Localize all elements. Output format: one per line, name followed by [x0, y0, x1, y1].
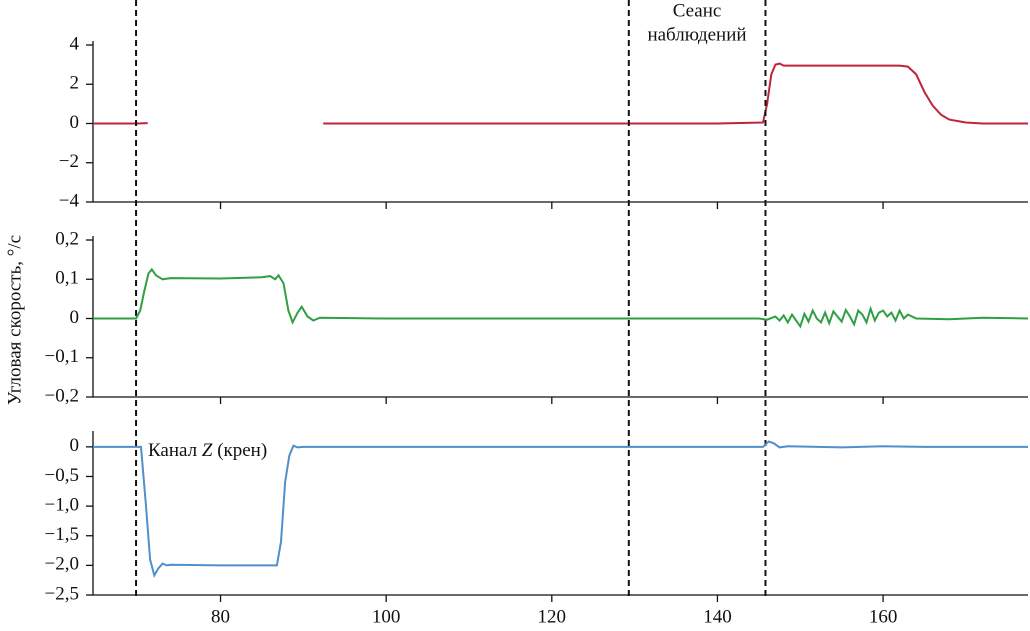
x-tick-label: 100 — [372, 606, 401, 627]
annotation: Сеанс — [673, 0, 722, 21]
y-tick-label: −1,0 — [45, 494, 79, 515]
data-line — [93, 62, 1028, 125]
y-tick-label: −4 — [59, 190, 80, 211]
y-tick-label: −2,0 — [45, 554, 79, 575]
data-line — [93, 267, 1029, 329]
y-tick-label: 2 — [70, 73, 80, 94]
annotation-part: Канал — [148, 440, 202, 461]
x-tick-label: 120 — [538, 606, 567, 627]
annotation: наблюдений — [647, 24, 746, 45]
x-tick-label: 140 — [703, 606, 732, 627]
y-tick-label: −0,5 — [45, 465, 79, 486]
y-tick-label: 0 — [70, 112, 80, 133]
y-tick-label: 0 — [70, 435, 80, 456]
y-tick-label: 0,1 — [55, 268, 79, 289]
annotation-part: Z — [202, 440, 213, 461]
y-tick-label: −2 — [59, 151, 79, 172]
data-line — [93, 440, 1028, 579]
y-tick-label: −1,5 — [45, 524, 79, 545]
y-tick-label: 0 — [70, 307, 80, 328]
annotation: Канал Z (крен) — [148, 440, 267, 461]
y-tick-label: −0,2 — [45, 385, 79, 406]
y-tick-label: −0,1 — [45, 346, 79, 367]
x-tick-label: 80 — [211, 606, 230, 627]
x-tick-label: 160 — [869, 606, 898, 627]
y-axis-label: Угловая скорость, °/с — [4, 235, 25, 405]
y-tick-label: 0,2 — [55, 228, 79, 249]
y-tick-label: 4 — [70, 33, 80, 54]
y-tick-label: −2,5 — [45, 583, 79, 604]
annotation-part: (крен) — [212, 440, 267, 461]
